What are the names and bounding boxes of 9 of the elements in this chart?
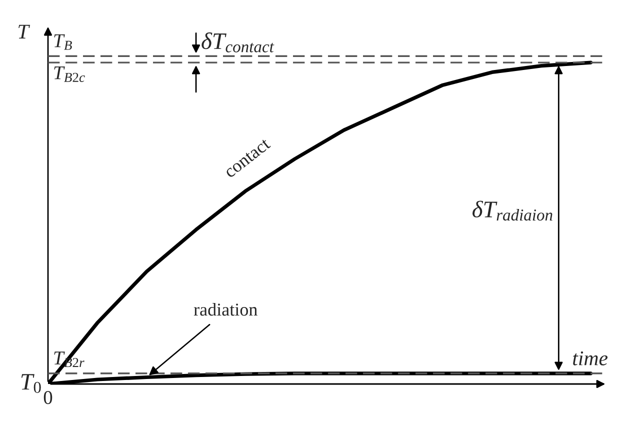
ref-line-label: T$_{B2c}$ <box>54 66 85 82</box>
y-axis-title: T <box>18 24 30 38</box>
x-axis-title: time <box>573 351 608 366</box>
text: radiation <box>194 303 258 316</box>
text: δT$_{contact}$ <box>202 32 274 52</box>
ref-line-label: T$_{B}$ <box>54 34 72 50</box>
annotation: δT$_{radiaion}$ <box>472 200 552 221</box>
text: T$_{0}$ <box>21 374 41 393</box>
text: 0 <box>44 390 52 404</box>
